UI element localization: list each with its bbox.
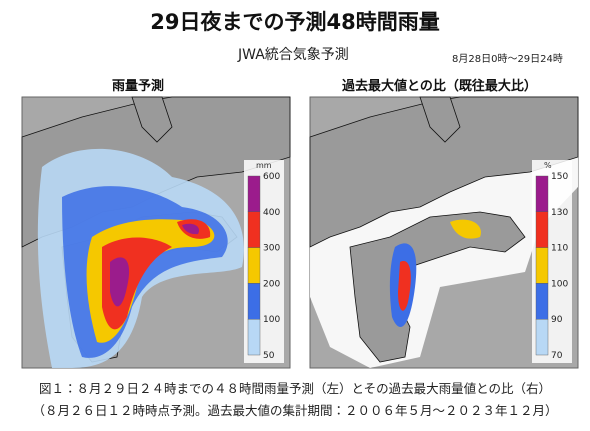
legend-unit: mm [256, 161, 272, 170]
caption: （８月２６日１２時時点予測。過去最大値の集計期間：２００６年５月～２０２３年１２… [32, 403, 558, 418]
title: 29日夜までの予測48時間雨量 [150, 10, 440, 34]
maps: mm 600 400 300 200 100 50% 150 130 110 100 90 70 [21, 96, 579, 369]
date-range: 8月28日0時～29日24時 [452, 54, 563, 65]
legend-band [247, 211, 261, 248]
legend-tick-label: 70 [551, 351, 563, 361]
legend-band [535, 283, 549, 320]
legend-band [247, 283, 261, 320]
legend-band [247, 247, 261, 284]
caption: 図１：８月２９日２４時までの４８時間雨量予測（左）とその過去最大雨量値との比（右… [38, 381, 551, 396]
subtitle: JWA統合気象予測 [238, 47, 349, 63]
legend-tick-label: 150 [551, 172, 568, 182]
legend-band [247, 319, 261, 356]
legend-band [535, 247, 549, 284]
legend-tick-label: 110 [551, 244, 568, 254]
legend-tick-label: 130 [551, 208, 568, 218]
legend-tick-label: 400 [263, 208, 280, 218]
panel-label: 過去最大値との比（既往最大比） [342, 79, 537, 94]
legend-band [535, 319, 549, 356]
legend-tick-label: 300 [263, 244, 280, 254]
legend-band [535, 211, 549, 248]
legend-tick-label: 100 [263, 315, 280, 325]
legend-tick-label: 600 [263, 172, 280, 182]
legend-band [247, 175, 261, 212]
legend-tick-label: 90 [551, 315, 563, 325]
panel-label: 雨量予測 [112, 79, 165, 94]
legend-tick-label: 50 [263, 351, 275, 361]
legend-unit: % [544, 161, 552, 170]
legend-band [535, 175, 549, 212]
legend-tick-label: 200 [263, 279, 280, 289]
legend-tick-label: 100 [551, 279, 568, 289]
